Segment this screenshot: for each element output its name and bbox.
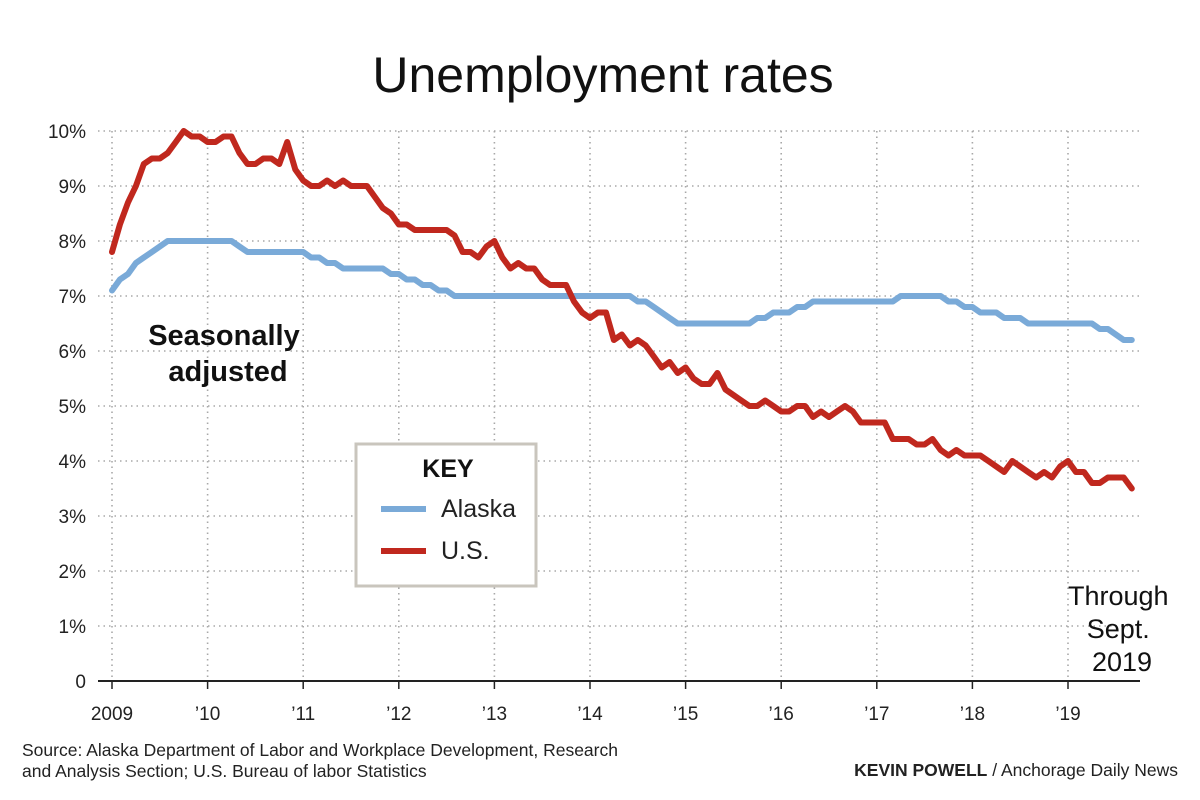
seasonally-adjusted-note: Seasonally adjusted [148,320,308,388]
legend: KEY Alaska U.S. [354,442,538,588]
series-lines [109,128,1135,492]
x-tick-label: ’16 [769,704,794,725]
chart-title: Unemployment rates [372,47,833,103]
y-tick-label: 7% [59,287,87,308]
y-tick-label: 5% [59,397,87,418]
x-tick-label: ’13 [482,704,507,725]
x-tick-label: ’17 [864,704,889,725]
through-date-note: Through Sept. 2019 [1068,581,1176,677]
legend-title: KEY [422,455,474,483]
series-line-alaska [109,238,1135,343]
y-tick-label: 10% [48,122,86,143]
annotation-line-1: Seasonally [148,320,300,352]
x-tick-label: 2009 [91,704,133,725]
source-note: Source: Alaska Department of Labor and W… [22,740,618,781]
x-tick-label: ’18 [960,704,985,725]
credit-author: KEVIN POWELL [854,760,988,780]
y-tick-label: 3% [59,507,87,528]
x-tick-label: ’11 [291,704,315,725]
x-tick-label: ’12 [386,704,411,725]
legend-label-alaska: Alaska [441,495,516,523]
x-tick-label: ’10 [195,704,220,725]
credit-line: KEVIN POWELL / Anchorage Daily News [854,760,1178,781]
y-tick-label: 6% [59,342,87,363]
x-tick-label: ’14 [577,704,603,725]
note-line-3: 2019 [1092,647,1152,677]
annotation-line-2: adjusted [168,356,287,388]
y-tick-label: 2% [59,562,87,583]
legend-box [354,442,538,588]
credit-outlet: / Anchorage Daily News [987,760,1178,780]
series-line-us [109,128,1135,492]
y-tick-label: 9% [59,177,87,198]
x-tick-label: ’19 [1055,704,1080,725]
y-tick-label: 0 [75,672,86,693]
y-tick-label: 1% [59,617,87,638]
axes: 0 1% 2% 3% 4% 5% 6% 7% 8% 9% 10% 2009 ’10 ’11 ’12 ’13 ’1… [48,122,1140,725]
note-line-1: Through [1068,581,1169,611]
x-tick-label: ’15 [673,704,698,725]
y-tick-label: 4% [59,452,87,473]
legend-label-us: U.S. [441,537,490,565]
grid [98,130,1140,681]
y-tick-label: 8% [59,232,87,253]
note-line-2: Sept. [1087,614,1150,644]
